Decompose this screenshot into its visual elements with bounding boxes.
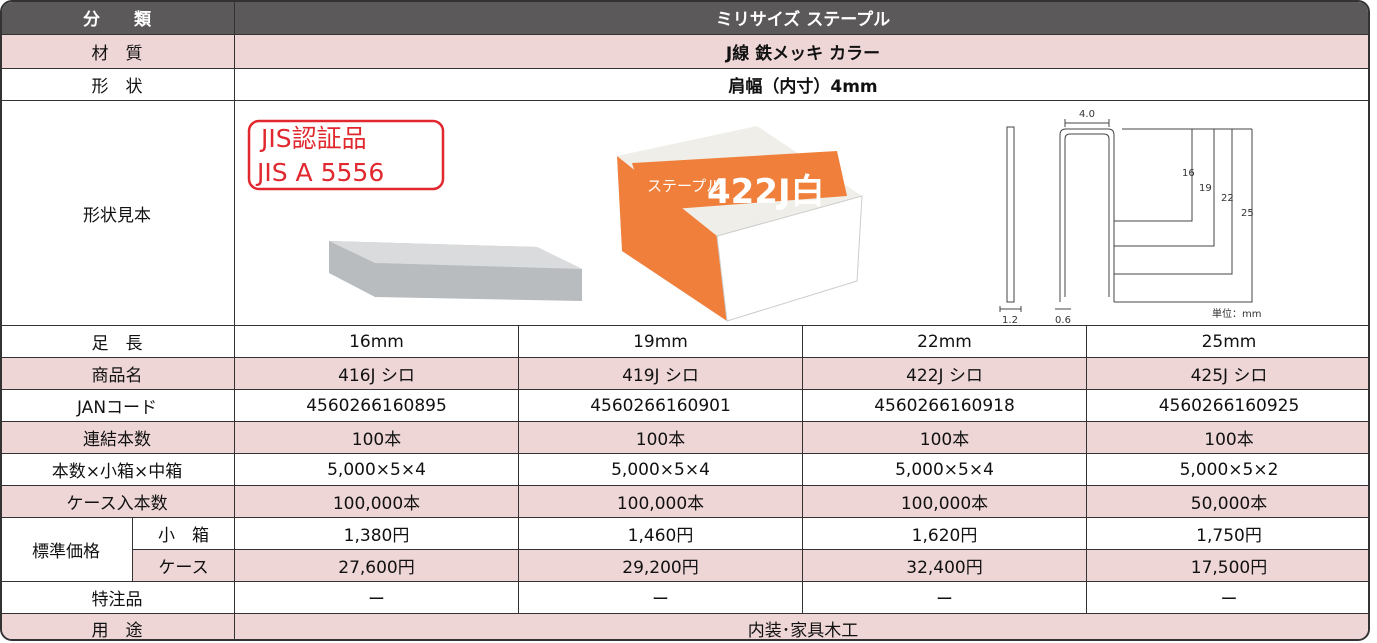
value-cell: 416J シロ <box>235 358 519 390</box>
row-label: 形状見本 <box>2 101 235 326</box>
row-label: 用 途 <box>2 614 235 639</box>
value-cell: 22mm <box>803 326 1087 358</box>
value-cell: 32,400円 <box>803 550 1087 582</box>
value-cell: ー <box>1087 582 1368 614</box>
value-cell: 100,000本 <box>803 486 1087 518</box>
box-label: 422J白 <box>707 172 825 212</box>
sub-label: 小 箱 <box>133 518 235 550</box>
staple-inner <box>1064 133 1110 297</box>
staple-top <box>329 241 582 269</box>
value-cell: 100本 <box>1087 422 1368 454</box>
wire-side <box>1006 126 1015 303</box>
badge <box>247 119 445 191</box>
value-cell: ー <box>519 582 803 614</box>
value-cell: 5,000×5×4 <box>235 454 519 486</box>
unit-label: 単位：mm <box>1212 307 1261 320</box>
value-cell: 4560266160901 <box>519 390 803 422</box>
value-cell: 27,600円 <box>235 550 519 582</box>
value-cell: 4560266160918 <box>803 390 1087 422</box>
sub-label: ケース <box>133 550 235 582</box>
staple-shape <box>1059 128 1115 302</box>
row-label: ケース入本数 <box>2 486 235 518</box>
value-cell: 50,000本 <box>1087 486 1368 518</box>
value-cell: 100本 <box>235 422 519 454</box>
row-label: JANコード <box>2 390 235 422</box>
value-cell: 425J シロ <box>1087 358 1368 390</box>
value-cell: 4560266160895 <box>235 390 519 422</box>
value-cell: 1,460円 <box>519 518 803 550</box>
value-cell: 100,000本 <box>235 486 519 518</box>
value-cell: 19mm <box>519 326 803 358</box>
row-value: J線 鉄メッキ カラー <box>235 35 1368 69</box>
value-cell: 1,620円 <box>803 518 1087 550</box>
value-cell: 100本 <box>803 422 1087 454</box>
row-value: 肩幅（内寸）4mm <box>235 69 1368 101</box>
value-cell: 25mm <box>1087 326 1368 358</box>
row-label: 本数×小箱×中箱 <box>2 454 235 486</box>
value-cell: 1,750円 <box>1087 518 1368 550</box>
row-label: 標準価格 <box>2 518 133 582</box>
dim-label: 1.2 <box>1002 315 1018 326</box>
value-cell: 5,000×5×2 <box>1087 454 1368 486</box>
dim-label: 0.6 <box>1055 315 1071 326</box>
value-cell: 422J シロ <box>803 358 1087 390</box>
dim-label: 25 <box>1241 208 1254 219</box>
value-cell: 1,380円 <box>235 518 519 550</box>
row-label: 特注品 <box>2 582 235 614</box>
value-cell: ー <box>803 582 1087 614</box>
value-cell: 4560266160925 <box>1087 390 1368 422</box>
row-label: 商品名 <box>2 358 235 390</box>
box-front <box>716 195 863 322</box>
row-label: 分 類 <box>2 2 235 35</box>
value-cell: 100本 <box>519 422 803 454</box>
row-label: 材 質 <box>2 35 235 69</box>
value-cell: 16mm <box>235 326 519 358</box>
row-label: 連結本数 <box>2 422 235 454</box>
row-value: 内装･家具木工 <box>235 614 1368 639</box>
value-cell: 29,200円 <box>519 550 803 582</box>
dim-label: 19 <box>1199 183 1212 194</box>
badge-text: JIS A 5556 <box>255 158 384 187</box>
dimension-line <box>999 306 1071 312</box>
sample-art: JIS認証品 JIS A 5556 ステープル 422J白 4.0 16 19 … <box>247 109 1261 326</box>
value-cell: ー <box>235 582 519 614</box>
dim-label: 16 <box>1182 168 1195 179</box>
value-cell: 5,000×5×4 <box>519 454 803 486</box>
badge-text: JIS認証品 <box>259 124 367 153</box>
value-cell: 17,500円 <box>1087 550 1368 582</box>
value-cell: 419J シロ <box>519 358 803 390</box>
dimension-line <box>1064 119 1253 303</box>
value-cell: 5,000×5×4 <box>803 454 1087 486</box>
dim-label: 22 <box>1221 193 1234 204</box>
dim-label: 4.0 <box>1079 109 1095 120</box>
box-band <box>632 151 847 211</box>
row-label: 足 長 <box>2 326 235 358</box>
box-label: ステープル <box>647 177 721 195</box>
row-value: ミリサイズ ステープル <box>235 2 1368 35</box>
value-cell: 100,000本 <box>519 486 803 518</box>
row-label: 形 状 <box>2 69 235 101</box>
